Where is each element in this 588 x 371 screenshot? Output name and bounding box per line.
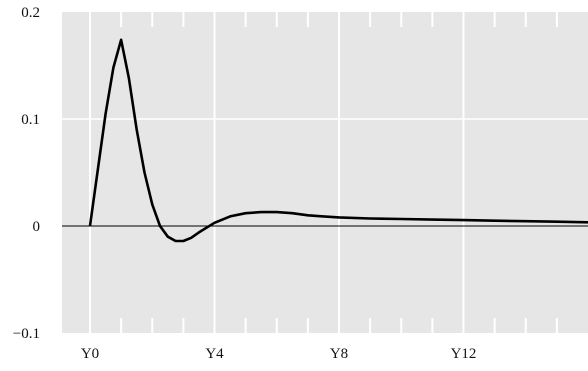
y-tick-label: 0.2: [21, 5, 40, 21]
y-axis-tick-labels: 0.2 0.1 0 −0.1: [13, 5, 40, 342]
gridlines: [62, 12, 588, 333]
x-tick-label: Y4: [205, 346, 224, 362]
y-tick-label: −0.1: [13, 326, 40, 342]
y-tick-label: 0.1: [21, 112, 40, 128]
x-axis-tick-labels: Y0 Y4 Y8 Y12: [81, 346, 477, 362]
plot-background: [62, 12, 588, 333]
x-tick-label: Y12: [451, 346, 477, 362]
x-minor-ticks: [89, 12, 558, 333]
y-tick-label: 0: [33, 219, 41, 235]
series-line: [88, 38, 588, 243]
x-tick-label: Y0: [81, 346, 99, 362]
x-tick-label: Y8: [330, 346, 348, 362]
